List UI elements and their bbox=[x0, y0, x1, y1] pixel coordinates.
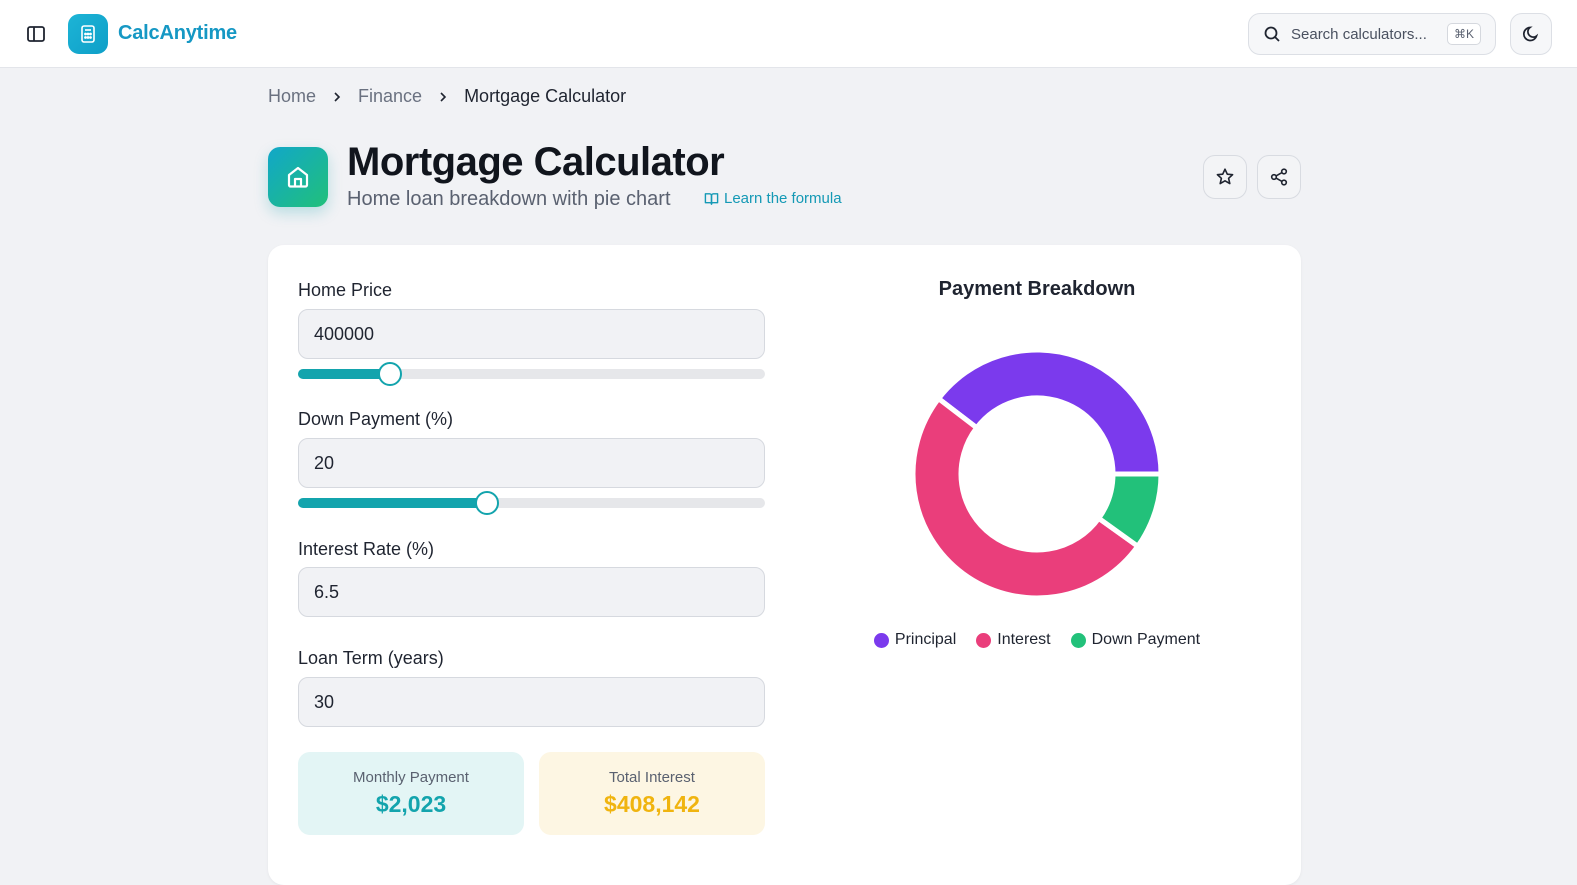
learn-formula-link[interactable]: Learn the formula bbox=[704, 190, 842, 207]
sidebar-toggle-icon[interactable] bbox=[24, 22, 48, 46]
breadcrumb-current: Mortgage Calculator bbox=[464, 86, 627, 106]
donut-slice-interest[interactable] bbox=[910, 396, 1141, 601]
down-payment-input[interactable] bbox=[298, 438, 765, 488]
legend-swatch bbox=[873, 632, 889, 648]
breadcrumb-home[interactable]: Home bbox=[268, 86, 317, 106]
down-payment-label: Down Payment (%) bbox=[298, 409, 454, 429]
chart-legend: Principal Interest Down Payment bbox=[858, 631, 1216, 649]
breadcrumb: Home Finance Mortgage Calculator bbox=[268, 86, 626, 107]
search-shortcut-badge: ⌘K bbox=[1446, 23, 1481, 45]
legend-label: Principal bbox=[894, 631, 957, 648]
calculator-card: Home Price Down Payment (%) Interest Rat… bbox=[268, 245, 1301, 885]
search-icon bbox=[1264, 26, 1280, 42]
page-title: Mortgage Calculator bbox=[347, 140, 725, 184]
total-interest-label: Total Interest bbox=[609, 769, 695, 786]
down-payment-slider[interactable] bbox=[298, 491, 765, 515]
book-open-icon bbox=[704, 193, 719, 205]
search-placeholder: Search calculators... bbox=[1291, 25, 1427, 43]
legend-label: Down Payment bbox=[1091, 631, 1201, 648]
chevron-right-icon bbox=[438, 91, 448, 103]
total-interest-result: Total Interest $408,142 bbox=[539, 752, 765, 835]
home-price-slider-thumb[interactable] bbox=[377, 362, 402, 386]
legend-item-down-payment[interactable]: Down Payment bbox=[1070, 631, 1201, 649]
brand-name[interactable]: CalcAnytime bbox=[118, 22, 237, 44]
home-icon bbox=[268, 147, 328, 207]
home-price-label: Home Price bbox=[298, 280, 393, 300]
legend-swatch bbox=[976, 632, 992, 648]
legend-item-principal[interactable]: Principal bbox=[873, 631, 957, 649]
monthly-payment-value: $2,023 bbox=[375, 791, 447, 817]
learn-formula-label: Learn the formula bbox=[724, 190, 842, 207]
total-interest-value: $408,142 bbox=[604, 791, 700, 817]
monthly-payment-result: Monthly Payment $2,023 bbox=[298, 752, 524, 835]
theme-toggle-button[interactable] bbox=[1510, 13, 1552, 55]
donut-slice-down-payment[interactable] bbox=[1096, 471, 1164, 549]
loan-term-label: Loan Term (years) bbox=[298, 648, 444, 668]
search-input[interactable]: Search calculators... ⌘K bbox=[1248, 13, 1496, 55]
monthly-payment-label: Monthly Payment bbox=[353, 769, 469, 786]
moon-icon bbox=[1522, 26, 1539, 42]
calculator-logo-icon[interactable] bbox=[68, 14, 108, 54]
share-button[interactable] bbox=[1257, 155, 1301, 199]
payment-donut-chart bbox=[910, 347, 1164, 601]
share-icon bbox=[1270, 168, 1288, 186]
interest-rate-label: Interest Rate (%) bbox=[298, 539, 435, 559]
interest-rate-input[interactable] bbox=[298, 567, 765, 617]
down-payment-slider-fill bbox=[298, 498, 488, 508]
favorite-button[interactable] bbox=[1203, 155, 1247, 199]
legend-label: Interest bbox=[997, 631, 1051, 648]
legend-swatch bbox=[1070, 632, 1086, 648]
home-price-input[interactable] bbox=[298, 309, 765, 359]
star-icon bbox=[1216, 168, 1234, 185]
home-price-slider-fill bbox=[298, 369, 390, 379]
donut-slice-principal[interactable] bbox=[936, 347, 1164, 477]
breadcrumb-finance[interactable]: Finance bbox=[358, 86, 423, 106]
legend-item-interest[interactable]: Interest bbox=[976, 631, 1051, 649]
chevron-right-icon bbox=[332, 91, 342, 103]
chart-title: Payment Breakdown bbox=[938, 278, 1136, 300]
home-price-slider[interactable] bbox=[298, 362, 765, 386]
down-payment-slider-thumb[interactable] bbox=[475, 491, 500, 515]
page-subtitle: Home loan breakdown with pie chart bbox=[347, 188, 671, 210]
top-bar: CalcAnytime Search calculators... ⌘K bbox=[0, 0, 1577, 68]
loan-term-input[interactable] bbox=[298, 677, 765, 727]
